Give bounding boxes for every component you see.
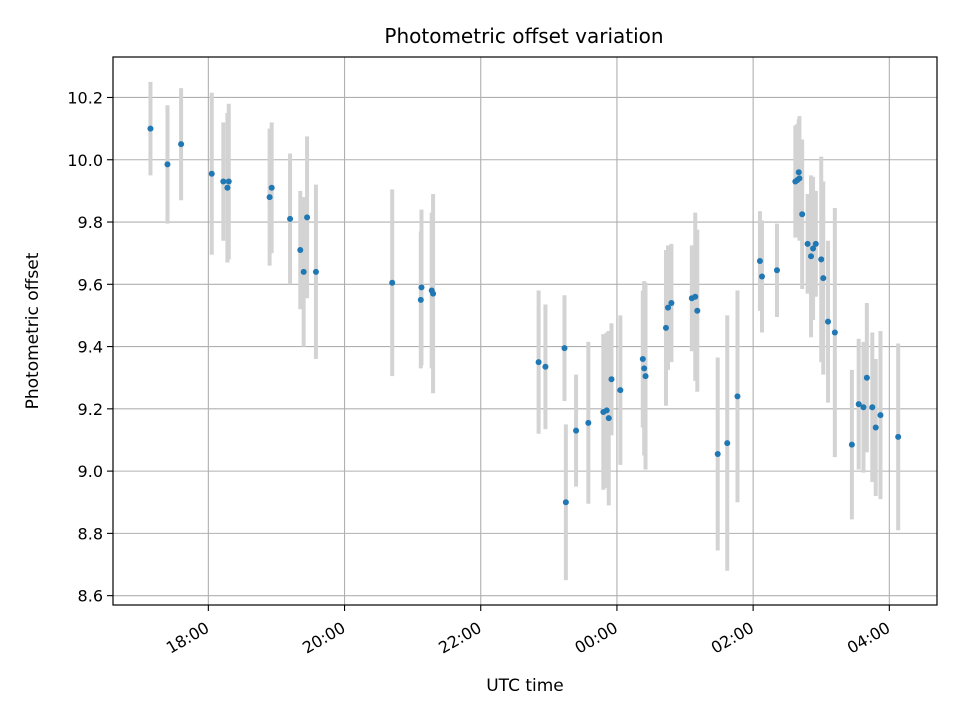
data-point [641, 365, 648, 372]
data-point [665, 304, 672, 311]
data-point [855, 401, 862, 408]
data-point [208, 170, 215, 177]
data-point [804, 240, 811, 247]
data-point [863, 374, 870, 381]
y-tick-label: 9.6 [78, 275, 103, 294]
plot-area-frame [112, 56, 938, 606]
y-axis-title: Photometric offset [23, 252, 43, 409]
data-point [224, 184, 231, 191]
y-axis: 8.6 8.8 9.0 9.2 9.4 9.6 9.8 10.0 10.2 [67, 88, 113, 606]
data-point [585, 419, 592, 426]
chart-title: Photometric offset variation [384, 24, 663, 48]
y-tick-label: 9.0 [78, 462, 103, 481]
y-tick-label: 8.8 [78, 524, 103, 543]
data-point [848, 441, 855, 448]
data-point [312, 268, 319, 275]
data-point [300, 268, 307, 275]
data-point [561, 345, 568, 352]
data-point [734, 393, 741, 400]
data-point [692, 293, 699, 300]
data-point [266, 194, 273, 201]
data-point [758, 273, 765, 280]
data-point [818, 256, 825, 263]
data-point [799, 211, 806, 218]
data-point [418, 284, 425, 291]
data-points [147, 125, 902, 506]
data-point [389, 279, 396, 286]
data-point [562, 499, 569, 506]
data-point [287, 215, 294, 222]
data-point [639, 356, 646, 363]
y-tick-label: 10.2 [67, 88, 103, 107]
y-tick-label: 10.0 [67, 151, 103, 170]
data-point [617, 387, 624, 394]
data-point [417, 296, 424, 303]
data-point [605, 415, 612, 422]
data-point [872, 424, 879, 431]
data-point [268, 184, 275, 191]
data-point [225, 178, 232, 185]
data-point [164, 161, 171, 168]
y-tick-label: 9.4 [78, 338, 103, 357]
data-point [795, 169, 802, 176]
data-point [808, 253, 815, 260]
y-tick-label: 9.2 [78, 400, 103, 419]
data-point [869, 404, 876, 411]
data-point [220, 178, 227, 185]
data-point [430, 290, 437, 297]
data-point [542, 363, 549, 370]
data-point [714, 450, 721, 457]
data-point [573, 427, 580, 434]
data-point [724, 440, 731, 447]
data-point [668, 299, 675, 306]
data-point [820, 275, 827, 282]
data-point [694, 307, 701, 314]
data-point [773, 267, 780, 274]
data-point [662, 324, 669, 331]
data-point [178, 141, 185, 148]
data-point [756, 257, 763, 264]
data-point [825, 318, 832, 325]
data-point [895, 433, 902, 440]
data-point [860, 404, 867, 411]
y-tick-label: 8.6 [78, 587, 103, 606]
data-point [603, 407, 610, 414]
data-point [831, 329, 838, 336]
data-point [147, 125, 154, 132]
x-axis-title: UTC time [486, 676, 564, 696]
data-point [796, 175, 803, 182]
data-point [304, 214, 311, 221]
data-point [877, 412, 884, 419]
data-point [812, 240, 819, 247]
data-point [642, 373, 649, 380]
y-tick-label: 9.8 [78, 213, 103, 232]
data-point [810, 245, 817, 252]
data-point [535, 359, 542, 366]
data-point [608, 376, 615, 383]
data-point [297, 247, 304, 254]
